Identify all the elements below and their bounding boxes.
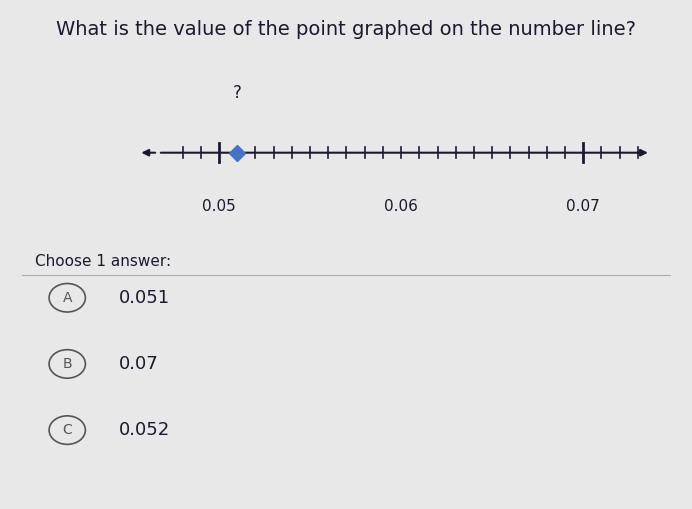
Text: A: A xyxy=(62,291,72,305)
Text: 0.051: 0.051 xyxy=(119,289,170,307)
Text: What is the value of the point graphed on the number line?: What is the value of the point graphed o… xyxy=(56,20,636,39)
Text: 0.06: 0.06 xyxy=(384,199,418,213)
Text: C: C xyxy=(62,423,72,437)
Text: 0.07: 0.07 xyxy=(566,199,600,213)
Text: 0.05: 0.05 xyxy=(202,199,236,213)
Text: ?: ? xyxy=(233,84,242,102)
Text: 0.07: 0.07 xyxy=(119,355,159,373)
Text: Choose 1 answer:: Choose 1 answer: xyxy=(35,254,171,269)
Text: B: B xyxy=(62,357,72,371)
Text: 0.052: 0.052 xyxy=(119,421,170,439)
